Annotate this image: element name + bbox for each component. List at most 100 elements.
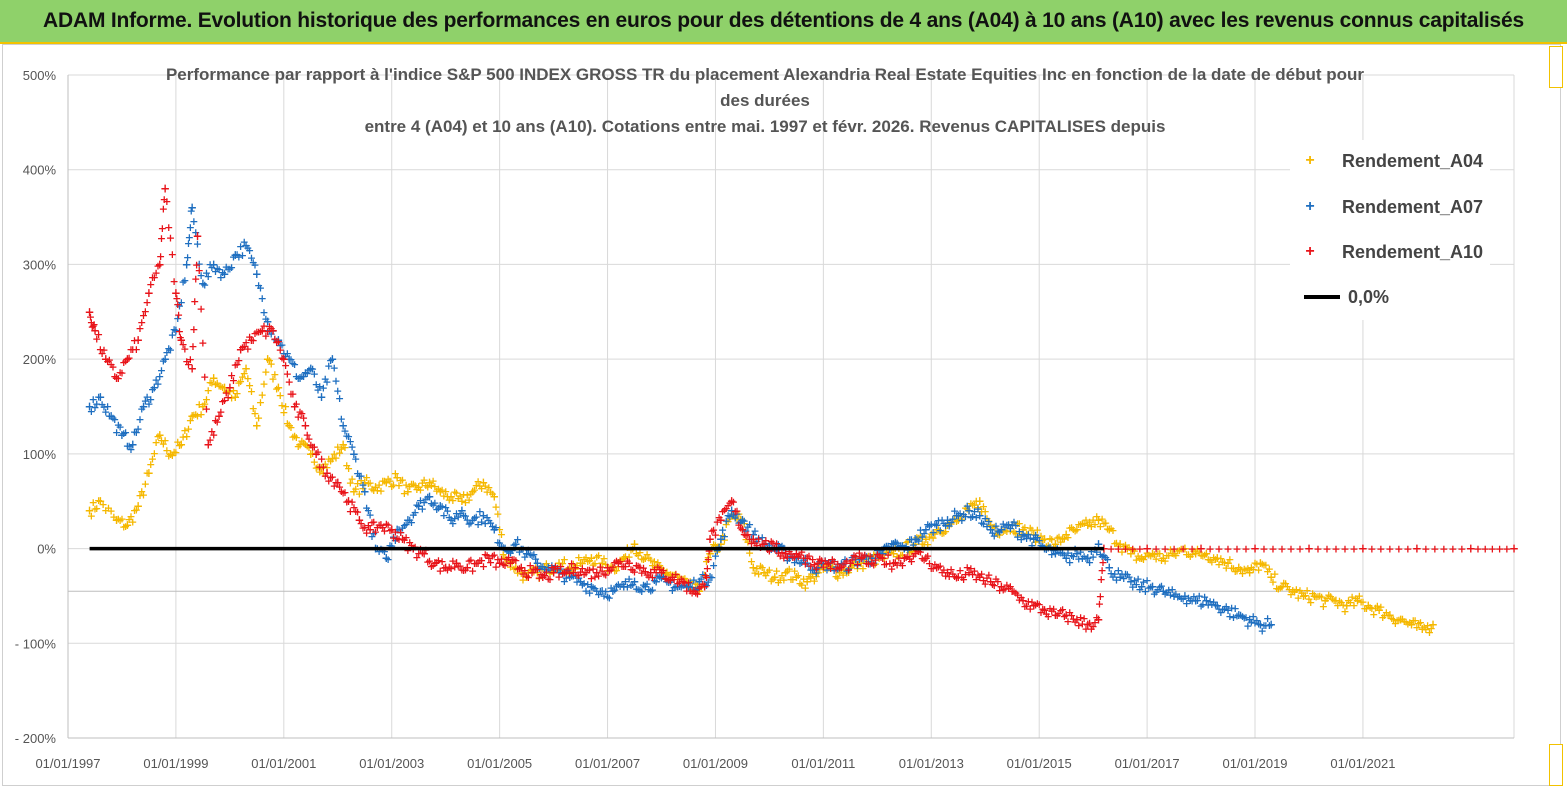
data-point: + (1315, 590, 1324, 603)
data-point: + (589, 559, 598, 572)
data-point: + (276, 339, 285, 352)
data-point: + (132, 504, 141, 517)
data-point: + (691, 578, 700, 591)
legend-item-a04[interactable]: + Rendement_A04 (1290, 146, 1483, 176)
data-point: + (616, 553, 625, 566)
data-point: + (554, 565, 564, 579)
data-point: + (493, 536, 502, 549)
data-point: + (245, 379, 254, 392)
data-point: + (104, 501, 113, 514)
data-point: + (470, 512, 479, 525)
data-point: + (1201, 546, 1211, 560)
data-point: + (907, 545, 916, 558)
data-point: + (1193, 542, 1202, 555)
data-point: + (434, 501, 443, 514)
data-point: + (565, 570, 575, 584)
data-point: + (211, 378, 220, 391)
data-point: + (443, 490, 452, 503)
data-point: + (993, 528, 1002, 541)
data-point: + (214, 263, 223, 276)
data-point: + (1367, 543, 1376, 556)
data-point: + (258, 388, 267, 401)
data-point: + (1119, 540, 1128, 553)
data-point: + (963, 503, 972, 516)
data-point: + (558, 557, 567, 570)
data-point: + (349, 447, 359, 461)
data-point: + (835, 561, 845, 575)
data-point: + (1403, 618, 1412, 631)
data-point: + (369, 484, 378, 497)
data-point: + (937, 527, 946, 540)
data-point: + (914, 531, 923, 544)
data-point: + (241, 238, 251, 252)
data-point: + (94, 494, 103, 507)
data-point: + (529, 565, 538, 578)
data-point: + (152, 374, 161, 387)
data-point: + (183, 251, 192, 264)
data-point: + (178, 431, 187, 444)
data-point: + (885, 546, 894, 559)
data-point: + (170, 323, 179, 336)
data-point: + (770, 570, 780, 584)
data-point: + (1187, 548, 1196, 561)
data-point: + (234, 251, 243, 264)
data-point: + (364, 477, 373, 490)
data-point: + (1020, 521, 1029, 534)
data-point: + (294, 372, 303, 385)
data-point: + (1335, 595, 1344, 608)
data-point: + (1078, 517, 1087, 530)
data-point: + (981, 505, 990, 518)
report-header: ADAM Informe. Evolution historique des p… (0, 0, 1567, 44)
data-point: + (1406, 617, 1416, 631)
data-point: + (402, 478, 411, 491)
data-point: + (991, 526, 1000, 539)
data-point: + (833, 571, 842, 584)
data-point: + (1067, 521, 1076, 534)
data-point: + (452, 507, 461, 520)
data-point: + (1369, 608, 1378, 621)
data-point: + (1265, 619, 1274, 632)
data-point: + (765, 564, 774, 577)
data-point: + (1069, 523, 1078, 536)
data-point: + (292, 431, 301, 444)
data-point: + (252, 418, 262, 432)
data-point: + (1098, 556, 1107, 569)
data-point: + (1330, 594, 1339, 607)
data-point: + (1220, 556, 1229, 569)
data-point: + (229, 374, 238, 387)
data-point: + (1448, 543, 1457, 556)
data-point: + (1304, 592, 1313, 605)
data-point: + (837, 564, 846, 577)
legend-item-zero[interactable]: 0,0% (1290, 282, 1389, 312)
data-point: + (273, 333, 283, 347)
data-point: + (747, 555, 756, 568)
x-tick-label: 01/01/2001 (251, 756, 316, 771)
data-point: + (437, 483, 446, 496)
data-point: + (457, 494, 467, 508)
resize-handle-top[interactable] (1549, 46, 1563, 88)
data-point: + (360, 475, 370, 489)
data-point: + (1045, 532, 1054, 545)
data-point: + (756, 559, 765, 572)
data-point: + (910, 537, 920, 551)
data-point: + (905, 546, 914, 559)
legend-item-a07[interactable]: + Rendement_A07 (1290, 192, 1483, 222)
data-point: + (463, 489, 472, 502)
data-point: + (109, 510, 118, 523)
data-point: + (583, 555, 592, 568)
data-point: + (385, 539, 394, 552)
data-point: + (331, 374, 340, 387)
data-point: + (934, 523, 943, 536)
x-tick-label: 01/01/2017 (1115, 756, 1180, 771)
x-tick-label: 01/01/2005 (467, 756, 532, 771)
resize-handle-bottom[interactable] (1549, 744, 1563, 786)
data-point: + (122, 518, 132, 532)
data-point: + (125, 439, 134, 452)
data-point: + (258, 292, 267, 305)
data-point: + (252, 267, 262, 281)
data-point: + (1312, 591, 1321, 604)
data-point: + (340, 424, 349, 437)
data-point: + (481, 479, 490, 492)
legend-item-a10[interactable]: + Rendement_A10 (1290, 237, 1483, 267)
data-point: + (373, 484, 382, 497)
